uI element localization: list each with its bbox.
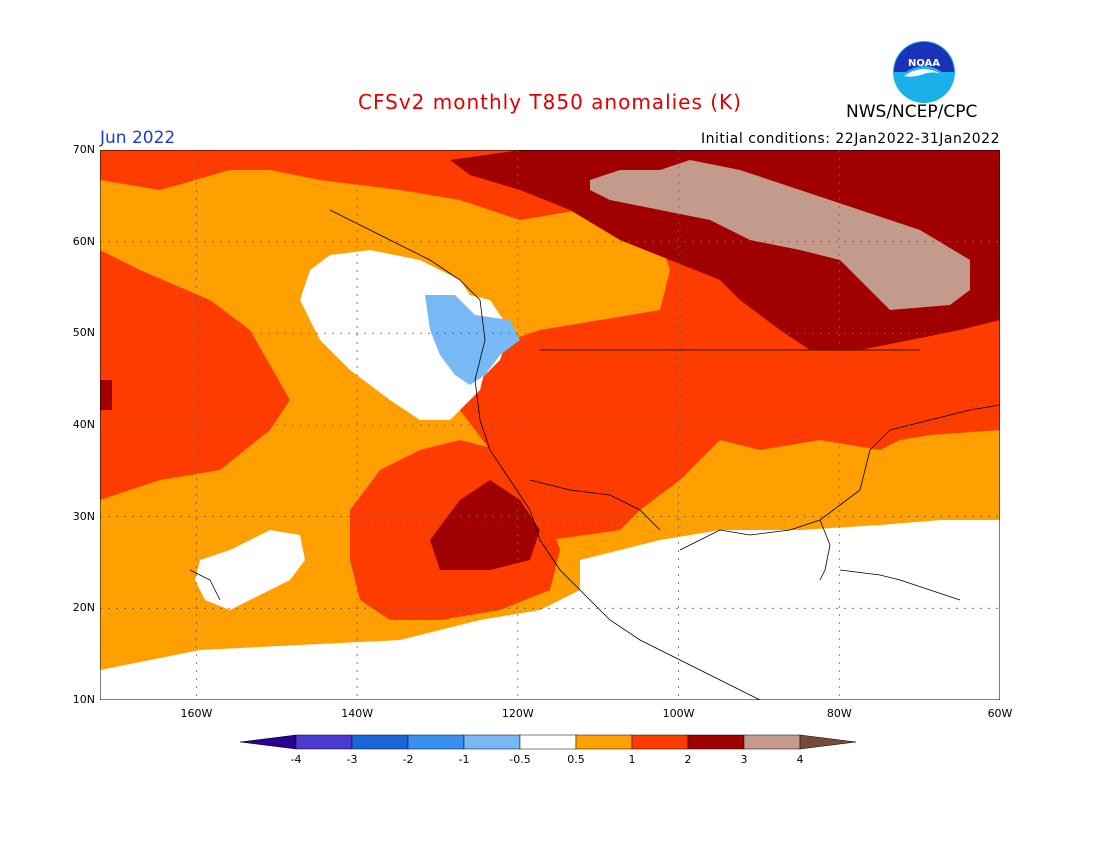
agency-label: NWS/NCEP/CPC — [846, 102, 978, 122]
region-white-hawaii — [195, 530, 305, 610]
initial-conditions: Initial conditions: 22Jan2022-31Jan2022 — [701, 131, 1000, 147]
region-darkred-edge — [100, 380, 112, 410]
colorbar — [240, 734, 857, 750]
colorbar-label: -3 — [346, 753, 358, 766]
colorbar-segment — [463, 734, 521, 750]
lon-label: 120W — [501, 707, 534, 720]
lat-label: 20N — [72, 601, 95, 615]
colorbar-label: 0.5 — [567, 753, 585, 766]
lat-lon-grid — [100, 150, 1000, 700]
colorbar-label: -2 — [402, 753, 414, 766]
forecast-month: Jun 2022 — [100, 128, 176, 148]
coast-cuba — [839, 569, 961, 601]
region-lightblue-bc — [425, 295, 520, 385]
logo-upper-half — [894, 42, 954, 72]
logo-bird — [904, 69, 944, 77]
coast-gulf-east — [679, 404, 1000, 551]
chart-title: CFSv2 monthly T850 anomalies (K) — [358, 90, 742, 114]
lat-label: 40N — [72, 418, 95, 431]
anomaly-map — [100, 150, 1000, 700]
coast-alaska — [329, 209, 481, 301]
lat-label: 10N — [72, 693, 95, 706]
colorbar-label: 4 — [796, 753, 804, 766]
lat-label: 70N — [72, 143, 95, 156]
border-us-mexico — [529, 479, 661, 531]
colorbar-segment — [519, 734, 577, 750]
colorbar-arrow-high — [799, 734, 857, 750]
colorbar-segment — [407, 734, 465, 750]
coast-florida — [819, 519, 831, 581]
lat-label: 60N — [72, 234, 95, 248]
colorbar-segment — [743, 734, 801, 750]
anomaly-regions — [100, 150, 1000, 700]
region-darkred-baja — [430, 480, 540, 570]
coast-hawaii — [189, 569, 221, 601]
colorbar-segment — [687, 734, 745, 750]
colorbar-segment — [631, 734, 689, 750]
noaa-logo: NOAA — [893, 41, 955, 103]
colorbar-label: 1 — [628, 753, 636, 766]
colorbar-segment — [351, 734, 409, 750]
lon-label: 80W — [826, 707, 852, 720]
region-white-south — [100, 520, 1000, 700]
lon-label: 160W — [180, 707, 213, 720]
lat-label: 50N — [72, 326, 95, 340]
colorbar-label: 3 — [740, 753, 748, 766]
lon-label: 140W — [341, 707, 374, 720]
colorbar-segment — [575, 734, 633, 750]
colorbar-label: -4 — [290, 753, 302, 766]
colorbar-label: -0.5 — [509, 753, 531, 766]
lon-label: 60W — [987, 707, 1013, 720]
colorbar-arrow-low — [240, 734, 297, 750]
coast-west-north-america — [474, 299, 761, 700]
lat-label: 30N — [72, 509, 95, 523]
region-red-central-pacific — [100, 250, 290, 500]
region-tan-canada — [590, 160, 970, 310]
coastlines — [189, 209, 1000, 700]
colorbar-segment — [295, 734, 353, 750]
lon-label: 100W — [662, 707, 695, 720]
region-darkred-canada — [450, 150, 1000, 350]
logo-text: NOAA — [908, 58, 940, 69]
colorbar-label: -1 — [458, 753, 470, 766]
colorbar-label: 2 — [684, 753, 692, 766]
